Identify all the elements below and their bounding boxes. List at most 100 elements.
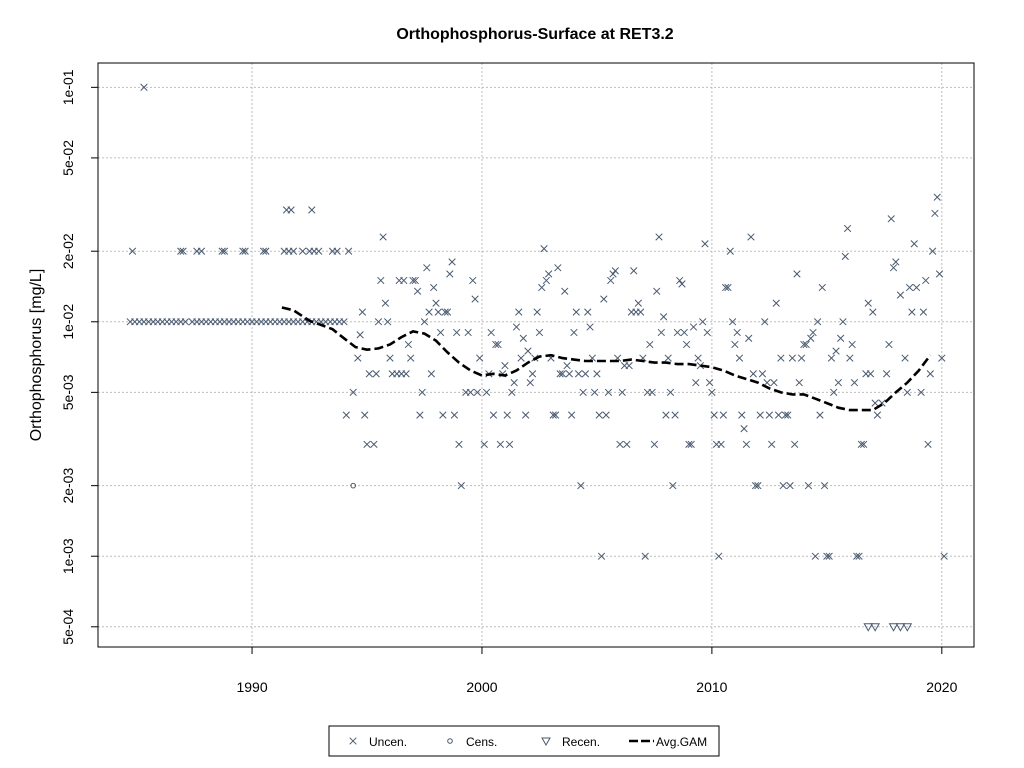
data-point-uncen [436, 328, 445, 337]
data-point-uncen [551, 411, 560, 419]
data-point-uncen [365, 370, 373, 378]
data-point-uncen [813, 318, 822, 326]
data-point-uncen [673, 328, 682, 337]
data-point-uncen [181, 318, 190, 326]
data-point-uncen [558, 370, 567, 378]
data-point-uncen [239, 247, 247, 255]
data-point-uncen [358, 308, 367, 316]
data-point-uncen [871, 399, 879, 407]
data-point-uncen [413, 287, 422, 295]
data-point-uncen [521, 411, 530, 419]
data-point-uncen [797, 354, 806, 362]
data-point-recen [902, 623, 913, 632]
data-point-uncen [692, 378, 700, 387]
data-point-uncen [439, 411, 447, 419]
data-point-uncen [407, 354, 415, 362]
data-point-uncen [846, 354, 854, 362]
data-point-uncen [761, 318, 769, 326]
data-point-uncen [434, 308, 442, 316]
data-point-uncen [841, 252, 849, 261]
data-point-uncen [910, 240, 918, 248]
data-point-uncen [825, 552, 833, 560]
data-point-uncen [361, 411, 369, 419]
data-point-uncen [607, 276, 615, 285]
legend-item: Avg.GAM [629, 735, 707, 749]
data-point-uncen [788, 354, 797, 362]
data-point-uncen [411, 276, 419, 285]
data-point-uncen [595, 411, 603, 419]
data-point-uncen [538, 283, 546, 292]
data-point-uncen [903, 388, 911, 397]
data-point-uncen [409, 276, 417, 285]
data-point-uncen [340, 318, 348, 326]
data-point-uncen [770, 378, 778, 387]
data-point-uncen [820, 481, 829, 490]
data-point-uncen [696, 361, 705, 370]
data-point-uncen [469, 276, 477, 285]
data-point-uncen [889, 264, 898, 272]
data-point-uncen [669, 481, 677, 490]
data-point-uncen [653, 287, 661, 295]
data-point-uncen [535, 328, 544, 337]
x-tick-label: 2020 [926, 679, 957, 695]
data-point-uncen [659, 313, 668, 321]
data-point-uncen [699, 318, 707, 326]
data-point-uncen [363, 440, 371, 449]
y-tick-label: 1e-03 [60, 538, 76, 574]
legend-label: Recen. [562, 735, 600, 749]
y-tick-label: 5e-02 [60, 140, 76, 176]
data-point-uncen [940, 552, 948, 560]
data-point-uncen [735, 354, 744, 362]
y-tick-label: 2e-03 [60, 468, 76, 504]
data-point-uncen [926, 370, 934, 378]
data-point-uncen [374, 318, 383, 326]
data-point-uncen [466, 388, 475, 397]
data-point-uncen [354, 354, 362, 362]
data-point-uncen [708, 388, 716, 397]
data-point-uncen [540, 245, 548, 253]
data-point-uncen [482, 388, 491, 397]
data-point-uncen [793, 270, 801, 278]
data-point-uncen [682, 340, 691, 349]
data-point-uncen [480, 440, 488, 449]
data-point-uncen [544, 270, 553, 278]
data-point-uncen [738, 411, 746, 419]
data-point-uncen [924, 440, 932, 449]
y-tick-label: 5e-04 [60, 609, 76, 645]
data-point-uncen [646, 340, 654, 349]
data-point-uncen [197, 247, 206, 255]
data-point-uncen [494, 340, 502, 349]
data-point-uncen [733, 328, 741, 337]
data-layer [126, 83, 948, 632]
data-point-uncen [634, 299, 642, 307]
data-point-uncen [577, 481, 585, 490]
grid [98, 63, 974, 647]
data-point-uncen [400, 276, 408, 285]
data-point-uncen [664, 354, 672, 362]
data-point-uncen [259, 247, 268, 255]
y-tick-label: 5e-03 [60, 374, 76, 410]
data-point-uncen [650, 440, 659, 449]
data-point-uncen [496, 440, 505, 449]
axes: 1990 2000 2010 2020 5e-04 1e-03 2e-03 5e-03 1e-0… [60, 69, 958, 695]
data-point-uncen [724, 283, 732, 292]
data-point-uncen [597, 552, 606, 560]
data-point-uncen [510, 378, 518, 387]
data-point-uncen [593, 370, 601, 378]
data-point-uncen [908, 308, 916, 316]
data-point-uncen [342, 411, 350, 419]
data-point-uncen [931, 209, 939, 218]
data-point-uncen [600, 295, 608, 303]
data-point-uncen [630, 267, 638, 275]
data-point-uncen [443, 308, 452, 316]
data-point-uncen [919, 308, 928, 316]
data-point-uncen [308, 206, 316, 214]
data-point-uncen [768, 440, 776, 449]
data-point-uncen [740, 425, 748, 433]
data-point-uncen [636, 308, 645, 316]
data-point-uncen [666, 388, 675, 397]
data-point-uncen [853, 552, 861, 560]
data-point-uncen [857, 440, 865, 449]
data-point-uncen [834, 378, 843, 387]
